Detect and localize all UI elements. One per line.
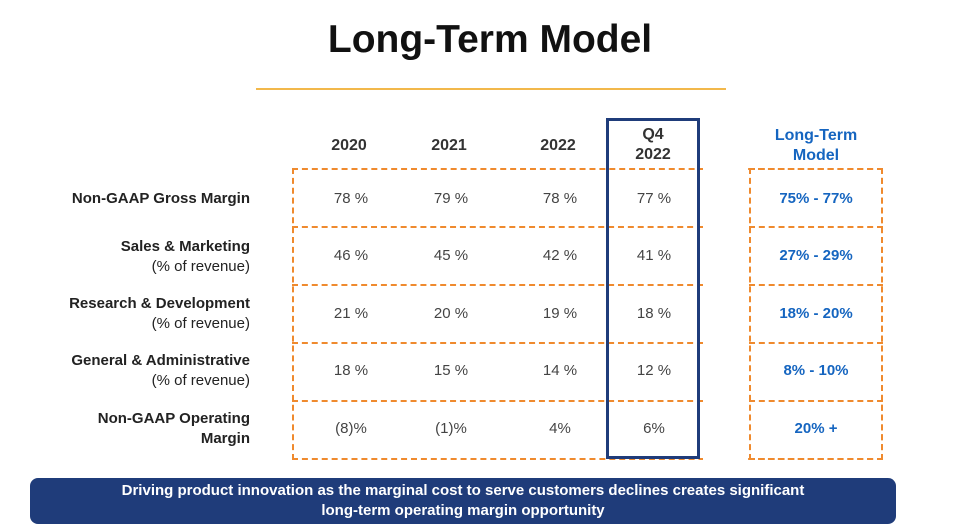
column-header-2020: 2020	[331, 137, 367, 154]
cell-operating-margin-ltm: 20% +	[794, 420, 838, 437]
row-label-main: Non-GAAP Operating	[97, 410, 250, 427]
cell-operating-margin-2020: (8)%	[335, 420, 367, 437]
row-divider	[292, 226, 703, 228]
row-label-main: General & Administrative	[71, 352, 250, 369]
cell-gross-margin-ltm: 75% - 77%	[779, 190, 853, 207]
cell-general-administrative-2022: 14 %	[542, 362, 578, 379]
row-label-main-line2: Margin	[200, 430, 250, 447]
cell-gross-margin-q4: 77 %	[636, 190, 672, 207]
page-title: Long-Term Model	[327, 18, 653, 61]
cell-gross-margin-2020: 78 %	[333, 190, 369, 207]
ltm-header-line1: Long-Term	[774, 127, 858, 144]
cell-sales-marketing-2020: 46 %	[333, 247, 369, 264]
row-divider	[749, 284, 883, 286]
cell-operating-margin-2022: 4%	[549, 420, 571, 437]
cell-general-administrative-ltm: 8% - 10%	[783, 362, 849, 379]
column-header-2022: 2022	[540, 137, 576, 154]
row-label-main: Sales & Marketing	[120, 238, 250, 255]
row-label-main: Non-GAAP Gross Margin	[71, 190, 250, 207]
ltm-header-line2: Model	[792, 147, 840, 164]
row-divider	[292, 284, 703, 286]
cell-research-development-2022: 19 %	[542, 305, 578, 322]
cell-general-administrative-2020: 18 %	[333, 362, 369, 379]
row-label-main: Research & Development	[69, 295, 250, 312]
title-divider	[256, 88, 726, 90]
column-header-2021: 2021	[431, 137, 467, 154]
cell-sales-marketing-2021: 45 %	[433, 247, 469, 264]
row-divider	[749, 226, 883, 228]
row-divider	[292, 342, 703, 344]
row-label-sub: (% of revenue)	[151, 315, 250, 332]
cell-operating-margin-q4: 6%	[643, 420, 665, 437]
long-term-model-frame	[749, 168, 883, 460]
cell-gross-margin-2021: 79 %	[433, 190, 469, 207]
row-label-sub: (% of revenue)	[151, 258, 250, 275]
q4-header-line2: 2022	[635, 146, 671, 163]
row-label-sub: (% of revenue)	[151, 372, 250, 389]
row-label-operating-margin: Non-GAAP Operating Margin	[98, 409, 250, 449]
cell-sales-marketing-ltm: 27% - 29%	[779, 247, 853, 264]
column-header-q4-2022: Q4 2022	[606, 125, 700, 165]
q4-2022-highlight-box	[606, 118, 700, 459]
cell-research-development-ltm: 18% - 20%	[779, 305, 853, 322]
frame-gap	[703, 166, 748, 462]
cell-operating-margin-2021: (1)%	[435, 420, 467, 437]
cell-research-development-q4: 18 %	[636, 305, 672, 322]
banner-line1: Driving product innovation as the margin…	[121, 482, 805, 499]
cell-general-administrative-q4: 12 %	[636, 362, 672, 379]
cell-sales-marketing-q4: 41 %	[636, 247, 672, 264]
cell-sales-marketing-2022: 42 %	[542, 247, 578, 264]
row-divider	[292, 400, 703, 402]
cell-research-development-2020: 21 %	[333, 305, 369, 322]
cell-research-development-2021: 20 %	[433, 305, 469, 322]
cell-general-administrative-2021: 15 %	[433, 362, 469, 379]
row-label-gross-margin: Non-GAAP Gross Margin	[72, 189, 250, 209]
summary-banner: Driving product innovation as the margin…	[30, 478, 896, 524]
column-header-long-term-model: Long-Term Model	[751, 126, 881, 166]
row-divider	[749, 342, 883, 344]
row-divider	[749, 400, 883, 402]
row-label-research-development: Research & Development (% of revenue)	[69, 294, 250, 334]
row-label-sales-marketing: Sales & Marketing (% of revenue)	[121, 237, 250, 277]
cell-gross-margin-2022: 78 %	[542, 190, 578, 207]
banner-line2: long-term operating margin opportunity	[321, 502, 605, 519]
row-label-general-administrative: General & Administrative (% of revenue)	[71, 351, 250, 391]
q4-header-line1: Q4	[642, 126, 664, 143]
